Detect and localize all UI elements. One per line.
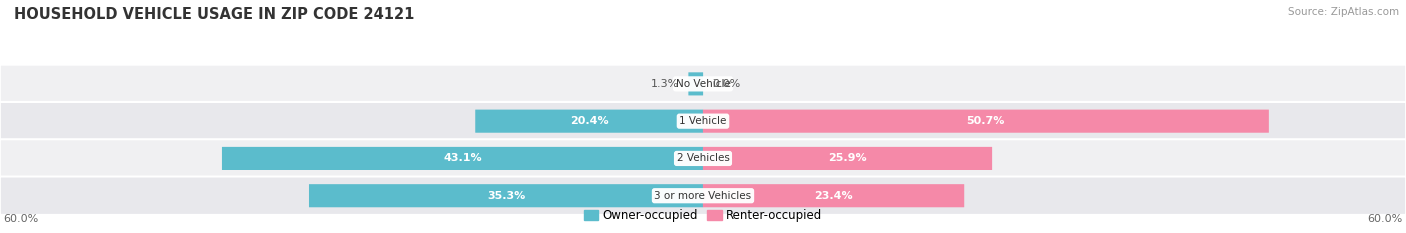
FancyBboxPatch shape <box>0 139 1406 178</box>
Text: 35.3%: 35.3% <box>486 191 526 201</box>
FancyBboxPatch shape <box>703 184 965 207</box>
FancyBboxPatch shape <box>689 72 703 96</box>
Text: HOUSEHOLD VEHICLE USAGE IN ZIP CODE 24121: HOUSEHOLD VEHICLE USAGE IN ZIP CODE 2412… <box>14 7 415 22</box>
Text: 25.9%: 25.9% <box>828 154 868 163</box>
Text: 0.0%: 0.0% <box>711 79 740 89</box>
Text: 43.1%: 43.1% <box>443 154 482 163</box>
FancyBboxPatch shape <box>475 110 703 133</box>
FancyBboxPatch shape <box>0 177 1406 215</box>
Text: 1.3%: 1.3% <box>651 79 679 89</box>
Text: No Vehicle: No Vehicle <box>675 79 731 89</box>
Text: 1 Vehicle: 1 Vehicle <box>679 116 727 126</box>
Text: 20.4%: 20.4% <box>569 116 609 126</box>
Text: Source: ZipAtlas.com: Source: ZipAtlas.com <box>1288 7 1399 17</box>
Text: 60.0%: 60.0% <box>1368 214 1403 224</box>
FancyBboxPatch shape <box>309 184 703 207</box>
FancyBboxPatch shape <box>703 147 993 170</box>
Text: 3 or more Vehicles: 3 or more Vehicles <box>654 191 752 201</box>
Legend: Owner-occupied, Renter-occupied: Owner-occupied, Renter-occupied <box>579 205 827 227</box>
FancyBboxPatch shape <box>222 147 703 170</box>
Text: 2 Vehicles: 2 Vehicles <box>676 154 730 163</box>
FancyBboxPatch shape <box>0 65 1406 103</box>
FancyBboxPatch shape <box>703 110 1268 133</box>
Text: 50.7%: 50.7% <box>967 116 1005 126</box>
Text: 23.4%: 23.4% <box>814 191 853 201</box>
Text: 60.0%: 60.0% <box>3 214 38 224</box>
FancyBboxPatch shape <box>0 102 1406 140</box>
